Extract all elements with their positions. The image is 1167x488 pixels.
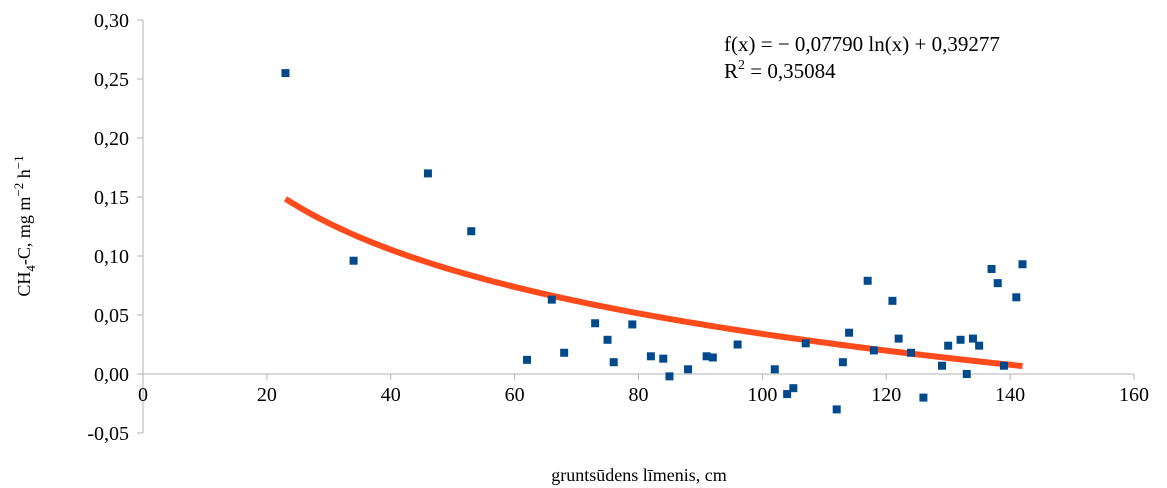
data-point <box>944 341 953 350</box>
data-point <box>349 256 358 265</box>
x-axis-title: gruntsūdens līmenis, cm <box>551 465 726 485</box>
data-point <box>919 393 928 402</box>
x-tick-label: 40 <box>381 384 401 406</box>
y-tick-label: 0,00 <box>94 364 129 386</box>
data-point <box>968 334 977 343</box>
y-tick-label: -0,05 <box>87 423 129 445</box>
y-axis-title: CH4-C, mg m−2 h−1 <box>11 155 38 296</box>
data-point <box>659 354 668 363</box>
data-point <box>999 361 1008 370</box>
r-squared: R2 = 0,35084 <box>724 58 836 83</box>
data-point <box>1018 260 1027 269</box>
x-tick-label: 0 <box>138 384 148 406</box>
data-point <box>888 296 897 305</box>
r-squared-sup: 2 <box>738 58 745 73</box>
data-point <box>845 328 854 337</box>
data-point <box>560 348 569 357</box>
data-point <box>801 339 810 348</box>
axes <box>137 19 1135 434</box>
y-tick-label: 0,05 <box>94 305 129 327</box>
data-point <box>869 346 878 355</box>
data-point <box>975 341 984 350</box>
data-point <box>863 276 872 285</box>
x-tick-label: 60 <box>505 384 525 406</box>
x-tick-label: 100 <box>747 384 777 406</box>
data-point <box>937 361 946 370</box>
data-point <box>789 384 798 393</box>
data-point <box>423 169 432 178</box>
data-point <box>832 405 841 414</box>
trendline <box>283 196 1023 370</box>
data-point <box>894 334 903 343</box>
data-point <box>770 365 779 374</box>
x-tick-label: 160 <box>1119 384 1149 406</box>
data-point <box>907 348 916 357</box>
data-points <box>281 69 1027 414</box>
y-tick-label: 0,30 <box>94 10 129 32</box>
data-point <box>547 295 556 304</box>
data-point <box>987 264 996 273</box>
x-tick-label: 80 <box>629 384 649 406</box>
data-point <box>993 279 1002 288</box>
tick-labels: -0,05 0,00 0,05 0,10 0,15 0,20 0,25 0,30 0 20 40 60… <box>87 10 1149 445</box>
x-tick-label: 120 <box>871 384 901 406</box>
data-point <box>684 365 693 374</box>
data-point <box>467 227 476 236</box>
data-point <box>665 372 674 381</box>
data-point <box>603 335 612 344</box>
data-point <box>962 370 971 378</box>
data-point <box>609 358 618 367</box>
r-squared-value: = 0,35084 <box>745 59 836 83</box>
data-point <box>956 335 965 344</box>
data-point <box>1012 293 1021 302</box>
data-point <box>838 358 847 367</box>
x-tick-label: 140 <box>995 384 1025 406</box>
y-tick-label: 0,10 <box>94 246 129 268</box>
y-tick-label: 0,25 <box>94 69 129 91</box>
data-point <box>281 69 290 78</box>
x-tick-label: 20 <box>257 384 277 406</box>
r-squared-r: R <box>724 59 738 83</box>
data-point <box>733 340 742 349</box>
data-point <box>708 353 717 362</box>
y-tick-label: 0,20 <box>94 128 129 150</box>
data-point <box>702 352 711 361</box>
data-point <box>591 319 600 328</box>
y-tick-label: 0,15 <box>94 187 129 209</box>
data-point <box>628 320 637 329</box>
trend-equation: f(x) = − 0,07790 ln(x) + 0,39277 <box>724 32 1000 56</box>
data-point <box>646 352 655 361</box>
data-point <box>523 355 532 364</box>
data-point <box>783 390 792 399</box>
